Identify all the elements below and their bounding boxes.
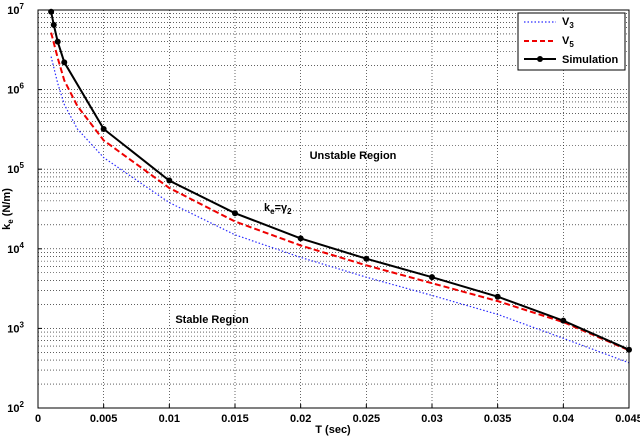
legend-label-simulation: Simulation (562, 54, 619, 66)
series-point-simulation (297, 235, 304, 242)
x-tick-label: 0.04 (553, 413, 575, 425)
x-tick-label: 0.01 (159, 413, 180, 425)
legend-label-v3-sub: 3 (569, 21, 574, 30)
curve-label-k: k (264, 202, 271, 214)
legend-marker-simulation (537, 56, 543, 62)
series-line-v3 (50, 56, 630, 364)
series-point-simulation (100, 125, 107, 132)
series-point-simulation (50, 21, 57, 28)
y-tick-label: 102 (7, 400, 24, 415)
series-point-simulation (560, 317, 567, 324)
legend-label-v3-name: V (562, 16, 570, 28)
ticks: 0 0.005 0.01 0.015 0.02 0.025 0.03 0.035 0.04 0.0… (7, 2, 640, 425)
legend-label-v5-sub: 5 (569, 40, 574, 49)
series-point-simulation (494, 293, 501, 300)
plot-area (38, 10, 629, 408)
y-axis-title-k: k (1, 223, 13, 230)
x-tick-label: 0.045 (615, 413, 640, 425)
y-tick-label: 103 (7, 320, 24, 335)
x-tick-label: 0.03 (421, 413, 442, 425)
y-axis-title-unit: (N/m) (1, 188, 13, 220)
curve-label-eq: =γ (275, 202, 288, 214)
y-tick-label: 105 (7, 161, 24, 176)
legend-label-v5: V5 (562, 35, 574, 49)
legend-label-v3: V3 (562, 16, 574, 30)
y-tick-label: 107 (7, 2, 24, 17)
plot-frame (37, 9, 630, 409)
series-point-simulation (429, 274, 435, 281)
legend-label-v5-name: V (562, 35, 570, 47)
unstable-region-label: Unstable Region (310, 150, 397, 162)
x-axis-title: T (sec) (315, 424, 351, 436)
series-layer (48, 8, 632, 364)
series-point-simulation (363, 255, 370, 262)
series-point-simulation (166, 177, 173, 184)
curve-label-sub-2: 2 (287, 207, 292, 216)
x-tick-label: 0.015 (221, 413, 249, 425)
x-tick-label: 0.035 (484, 413, 512, 425)
series-point-simulation (232, 210, 238, 217)
y-tick-label: 104 (7, 241, 24, 256)
x-tick-label: 0.02 (290, 413, 311, 425)
legend: V3 V5 Simulation (517, 12, 626, 71)
curve-label-sub-e: e (270, 207, 275, 216)
y-tick-label: 106 (7, 82, 24, 97)
y-axis-title-sub: e (6, 219, 15, 224)
series-line-v5 (50, 32, 630, 352)
curve-label: ke=γ2 (264, 202, 292, 216)
y-axis-title: ke (N/m) (1, 188, 15, 230)
stable-region-label: Stable Region (175, 314, 249, 326)
x-tick-label: 0.005 (90, 413, 118, 425)
x-tick-label: 0.025 (353, 413, 381, 425)
x-tick-label: 0 (35, 413, 41, 425)
series-point-simulation (61, 59, 68, 66)
series-point-simulation (54, 38, 61, 45)
